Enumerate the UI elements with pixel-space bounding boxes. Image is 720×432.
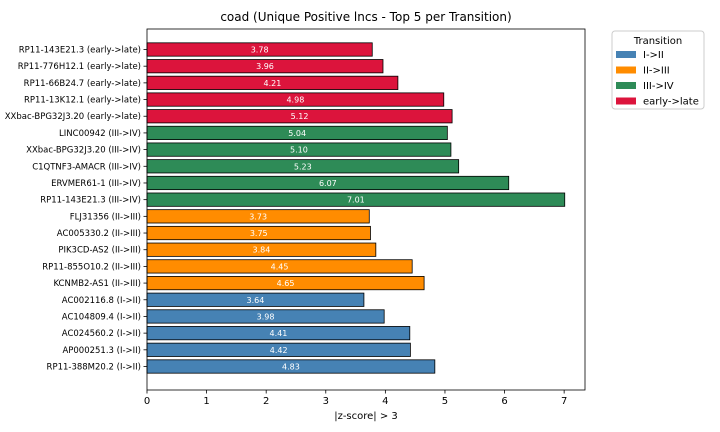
x-tick-label: 4 xyxy=(382,396,388,407)
y-tick-label: RP11-388M20.2 (I->II) xyxy=(47,363,141,373)
y-tick-label: XXbac-BPG32J3.20 (III->IV) xyxy=(26,146,141,156)
bar-value-label: 5.12 xyxy=(291,112,309,121)
y-tick-label: AC104809.4 (I->II) xyxy=(62,312,141,322)
x-tick-label: 5 xyxy=(442,396,448,407)
y-tick-label: XXbac-BPG32J3.20 (early->late) xyxy=(5,112,141,122)
y-tick-label: RP11-13K12.1 (early->late) xyxy=(24,96,141,106)
legend-entry-label: I->II xyxy=(643,50,664,61)
bar-value-label: 6.07 xyxy=(319,179,337,188)
legend-entry-label: III->IV xyxy=(643,81,674,92)
x-tick-label: 7 xyxy=(561,396,567,407)
bar-value-label: 5.04 xyxy=(288,129,306,138)
y-tick-label: RP11-143E21.3 (early->late) xyxy=(19,46,141,56)
y-tick-label: RP11-855O10.2 (II->III) xyxy=(42,262,141,272)
bar-value-label: 4.98 xyxy=(286,96,304,105)
x-tick-label: 1 xyxy=(203,396,209,407)
plot-frame xyxy=(146,28,586,391)
x-tick-label: 3 xyxy=(323,396,329,407)
x-axis-label: |z-score| > 3 xyxy=(334,411,398,422)
bar-value-label: 4.65 xyxy=(277,279,295,288)
x-tick-label: 0 xyxy=(144,396,150,407)
y-tick-label: RP11-143E21.3 (III->IV) xyxy=(40,196,141,206)
bar-value-label: 7.01 xyxy=(347,196,365,205)
legend: Transition I->II II->III III->IV early->lat… xyxy=(611,30,705,110)
bar-value-label: 5.23 xyxy=(294,162,312,171)
bar-value-label: 3.73 xyxy=(249,212,267,221)
bar-value-label: 3.84 xyxy=(253,246,271,255)
legend-entry-label: early->late xyxy=(643,97,699,108)
legend-swatch xyxy=(616,82,636,89)
y-tick-label: AC002116.8 (I->II) xyxy=(62,296,141,306)
bar-value-label: 4.42 xyxy=(270,346,288,355)
x-axis: 0 1 2 3 4 5 6 7 xyxy=(144,390,567,407)
y-tick-label: ERVMER61-1 (III->IV) xyxy=(51,179,141,189)
bar-value-label: 3.64 xyxy=(247,296,265,305)
y-tick-label: FLJ31356 (II->III) xyxy=(70,212,141,222)
y-axis: RP11-143E21.3 (early->late) RP11-776H12.1… xyxy=(5,46,147,373)
legend-entry-label: II->III xyxy=(643,66,670,77)
y-tick-label: C1QTNF3-AMACR (III->IV) xyxy=(32,162,141,172)
y-tick-label: PIK3CD-AS2 (II->III) xyxy=(58,246,141,256)
bar-value-label: 3.75 xyxy=(250,229,268,238)
y-tick-label: AP000251.3 (I->II) xyxy=(62,346,141,356)
legend-swatch xyxy=(616,51,636,58)
y-tick-label: AC005330.2 (II->III) xyxy=(57,229,141,239)
bar-value-label: 4.41 xyxy=(269,329,287,338)
bars-layer: 3.78 3.96 4.21 4.98 5.12 5.04 5.10 5.23 6.07 7.01… xyxy=(146,42,566,374)
bar-value-label: 5.10 xyxy=(290,146,308,155)
y-tick-label: LINC00942 (III->IV) xyxy=(59,129,141,139)
y-tick-label: AC024560.2 (I->II) xyxy=(62,329,141,339)
x-tick-label: 6 xyxy=(501,396,507,407)
legend-frame xyxy=(611,30,705,110)
legend-swatch xyxy=(616,97,636,105)
chart-title: coad (Unique Positive lncs - Top 5 per T… xyxy=(220,10,511,24)
legend-swatch xyxy=(616,66,636,74)
x-tick-label: 2 xyxy=(263,396,269,407)
bar-value-label: 3.98 xyxy=(257,312,275,321)
bar-value-label: 4.45 xyxy=(271,262,289,271)
legend-title: Transition xyxy=(633,36,682,47)
bar-value-label: 4.83 xyxy=(282,363,300,372)
y-tick-label: RP11-776H12.1 (early->late) xyxy=(18,62,141,72)
bar-value-label: 4.21 xyxy=(264,79,282,88)
bar-value-label: 3.96 xyxy=(256,62,274,71)
bar-value-label: 3.78 xyxy=(251,46,269,55)
y-tick-label: KCNMB2-AS1 (II->III) xyxy=(53,279,141,289)
y-tick-label: RP11-66B24.7 (early->late) xyxy=(24,79,141,89)
